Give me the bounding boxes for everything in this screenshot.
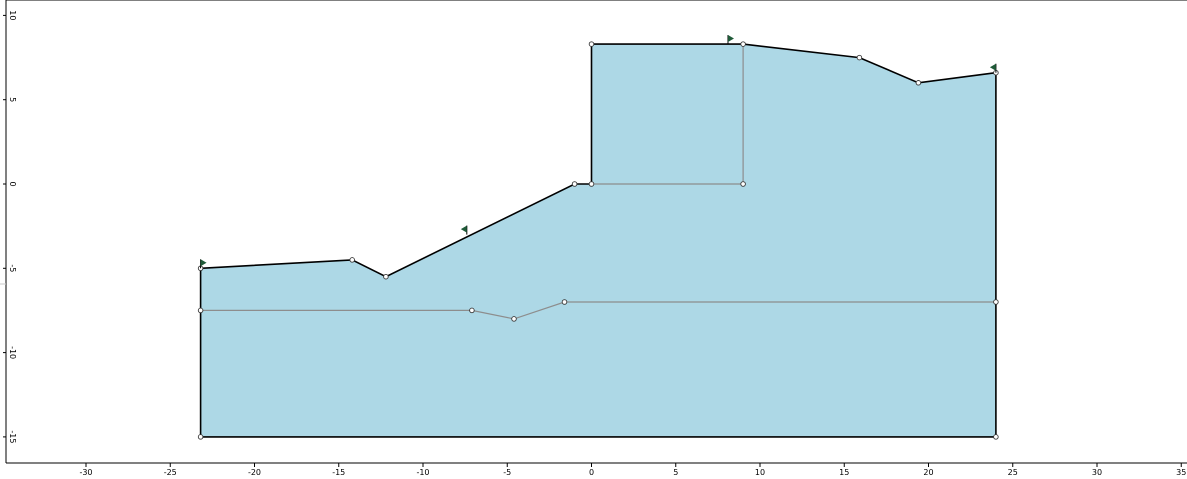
flag-shape — [460, 225, 467, 233]
x-tick-label: -25 — [164, 468, 177, 477]
left-end-flag-icon[interactable] — [460, 225, 468, 235]
slope-limit-markers[interactable] — [200, 35, 997, 269]
x-tick-label: -10 — [416, 468, 429, 477]
y-tick-label: 5 — [8, 97, 17, 102]
y-tick-label: 0 — [8, 181, 17, 186]
flag-shape — [989, 63, 996, 71]
y-tick-label: -10 — [8, 346, 17, 359]
y-tick-label: 10 — [8, 10, 17, 20]
vertex-marker[interactable] — [561, 299, 568, 305]
soil-polygon[interactable] — [200, 44, 996, 437]
vertex-marker[interactable] — [383, 273, 389, 280]
flag-shape — [727, 35, 734, 43]
soil-region[interactable] — [200, 44, 996, 437]
vertex-marker[interactable] — [993, 434, 999, 440]
vertices[interactable] — [197, 41, 999, 440]
x-tick-label: 10 — [755, 468, 765, 477]
x-tick-label: 35 — [1176, 468, 1186, 477]
x-tick-label: -5 — [503, 468, 511, 477]
vertex-marker[interactable] — [588, 41, 595, 47]
vertex-marker[interactable] — [349, 257, 355, 263]
x-tick-label: 25 — [1008, 468, 1018, 477]
right-end-flag-icon[interactable] — [727, 35, 734, 45]
vertex-marker[interactable] — [197, 307, 204, 314]
flag-shape — [200, 259, 207, 267]
vertex-marker[interactable] — [571, 181, 578, 187]
x-tick-label: 5 — [673, 468, 678, 477]
vertex-marker[interactable] — [740, 181, 746, 187]
x-tick-label: 20 — [923, 468, 933, 477]
vertex-marker[interactable] — [588, 181, 595, 187]
vertex-marker[interactable] — [993, 299, 999, 305]
vertex-marker[interactable] — [915, 80, 922, 86]
vertex-marker[interactable] — [197, 434, 204, 440]
x-tick-label: 30 — [1092, 468, 1102, 477]
vertex-marker[interactable] — [740, 41, 746, 47]
x-tick-label: -30 — [79, 468, 92, 477]
vertex-marker[interactable] — [511, 316, 517, 322]
x-tick-label: 0 — [589, 468, 594, 477]
y-tick-label: -15 — [8, 430, 17, 443]
x-tick-label: -15 — [332, 468, 345, 477]
x-tick-label: -20 — [248, 468, 261, 477]
left-end-flag-icon[interactable] — [989, 63, 997, 73]
y-tick-label: -5 — [8, 264, 17, 272]
right-end-flag-icon[interactable] — [200, 259, 207, 269]
vertex-marker[interactable] — [856, 54, 863, 61]
x-tick-label: 15 — [839, 468, 849, 477]
vertex-marker[interactable] — [469, 307, 475, 314]
